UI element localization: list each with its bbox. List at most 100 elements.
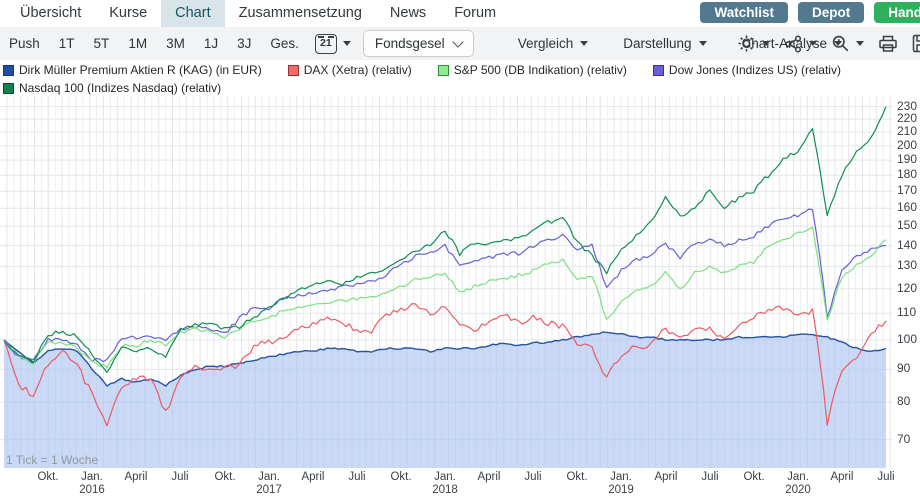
legend-item-s-p-500-db-indikatio[interactable]: S&P 500 (DB Indikation) (relativ) [437,63,627,77]
legend-swatch [287,64,299,76]
print-icon [878,34,898,53]
watchlist-button[interactable]: Watchlist [700,2,788,23]
toolbar-menus: Vergleich Darstellung Chart-Analyse [518,36,843,51]
chevron-down-icon [856,41,864,46]
menu-darstellung[interactable]: Darstellung [623,36,707,51]
range-ges-button[interactable]: Ges. [270,36,299,51]
date-picker[interactable]: 21 [314,33,351,54]
legend-label: Nasdaq 100 (Indizes Nasdaq) (relativ) [19,81,222,95]
chart-area: 70 80 90 100 110 120 130 140 150 160 170 180 190 200 2… [0,96,920,468]
x-tick-label: Juli [701,471,719,483]
legend-swatch [3,64,14,76]
save-button[interactable] [912,34,920,53]
legend-item-dirk-m-ller-premium-[interactable]: Dirk Müller Premium Aktien R (KAG) (in E… [3,63,262,77]
toolbar-icons [737,27,920,60]
menu-label: Darstellung [623,36,692,51]
tab-kurse[interactable]: Kurse [109,5,148,21]
legend-item-nasdaq-100-indizes-n[interactable]: Nasdaq 100 (Indizes Nasdaq) (relativ) [3,81,221,95]
legend-item-dax-xetra-relativ[interactable]: DAX (Xetra) (relativ) [287,63,412,77]
chevron-down-icon [342,41,351,46]
legend-row: Dirk Müller Premium Aktien R (KAG) (in E… [0,62,920,78]
chevron-down-icon [580,41,589,46]
range-3j-button[interactable]: 3J [237,36,252,51]
y-tick-label: 210 [897,124,918,138]
series-dax-xetra-relati [3,303,887,427]
tab-zusammensetzung[interactable]: Zusammensetzung [238,5,362,21]
nav-tabs: Übersicht Kurse Chart Zusammensetzung News Fo… [0,0,510,31]
exchange-select[interactable]: Fondsgesel [362,30,474,57]
indicator-nodes-button[interactable] [784,34,817,53]
print-button[interactable] [878,34,898,53]
x-tick-label: Juli [171,471,189,483]
exchange-select-label: Fondsgesel [374,36,445,51]
indicator-nodes-icon [784,34,803,53]
save-icon [912,34,920,53]
depot-button[interactable]: Depot [798,2,865,23]
series-nasdaq-100-indiz [3,106,887,373]
y-tick-label: 160 [897,200,918,214]
legend-swatch [437,64,449,76]
x-tick-label: Okt. [566,471,588,483]
legend-item-dow-jones-indizes-us[interactable]: Dow Jones (Indizes US) (relativ) [652,63,841,77]
x-tick-year: 2016 [79,484,105,496]
top-nav: Übersicht Kurse Chart Zusammensetzung News Fo… [0,0,920,31]
range-1j-button[interactable]: 1J [203,36,219,51]
series-area-dirk-m-ller-prem [4,331,886,468]
y-tick-label: 120 [897,281,918,295]
series-s-p-500-db-indik [3,226,887,369]
chart-legend: Dirk Müller Premium Aktien R (KAG) (in E… [0,60,920,96]
range-5t-button[interactable]: 5T [93,36,110,51]
range-1t-button[interactable]: 1T [58,36,75,51]
chart-svg[interactable] [0,96,893,468]
x-axis: Okt. Jan. 2016 April Juli Okt. Jan. 2017 April Ju… [0,468,920,496]
range-3m-button[interactable]: 3M [166,36,185,51]
legend-label: Dow Jones (Indizes US) (relativ) [668,63,841,77]
y-tick-label: 180 [897,167,918,181]
x-tick-label: April [477,471,501,483]
x-tick-label: April [654,471,678,483]
tab-bersicht[interactable]: Übersicht [20,5,82,21]
legend-swatch [652,64,664,76]
zoom-in-icon [831,34,850,53]
legend-row: Nasdaq 100 (Indizes Nasdaq) (relativ) [0,80,920,96]
y-tick-label: 230 [897,99,918,113]
x-tick-label: Okt. [390,471,412,483]
x-tick-label: April [830,471,854,483]
y-tick-label: 170 [897,183,918,197]
y-axis: 70 80 90 100 110 120 130 140 150 160 170 180 190 200 2… [893,96,920,468]
tab-chart[interactable]: Chart [161,0,225,31]
chevron-down-icon [809,41,817,46]
x-tick-label: Jan. [258,471,280,483]
x-tick-label: April [301,471,325,483]
range-1m-button[interactable]: 1M [128,36,148,51]
series-dow-jones-indize [3,208,887,363]
y-tick-label: 150 [897,218,918,232]
x-tick-label: Jan. [81,471,103,483]
range-push-button[interactable]: Push [9,36,40,51]
x-tick-label: Okt. [214,471,236,483]
x-tick-year: 2017 [256,484,282,496]
nav-actions: Watchlist Depot Hand [700,2,920,23]
calendar-icon[interactable]: 21 [314,33,337,54]
menu-vergleich[interactable]: Vergleich [518,36,589,51]
hand-button[interactable]: Hand [874,2,920,23]
chevron-down-icon [452,35,464,48]
tab-forum[interactable]: Forum [454,5,497,21]
y-tick-label: 70 [897,432,911,446]
legend-label: Dirk Müller Premium Aktien R (KAG) (in E… [19,63,262,77]
zoom-in-button[interactable] [831,34,864,53]
x-tick-year: 2018 [432,484,458,496]
x-tick-label: Juli [877,471,895,483]
y-tick-label: 140 [897,238,918,252]
chevron-down-icon [762,41,770,46]
y-tick-label: 200 [897,138,918,152]
tab-news[interactable]: News [389,5,427,21]
menu-label: Chart-Analyse [741,36,828,51]
x-tick-label: Okt. [37,471,59,483]
range-buttons: Push 1T 5T 1M 3M 1J 3J Ges. [0,36,299,51]
settings-gear-icon [737,34,756,53]
settings-gear-button[interactable] [737,34,770,53]
legend-swatch [3,82,14,94]
y-tick-label: 130 [897,258,918,272]
